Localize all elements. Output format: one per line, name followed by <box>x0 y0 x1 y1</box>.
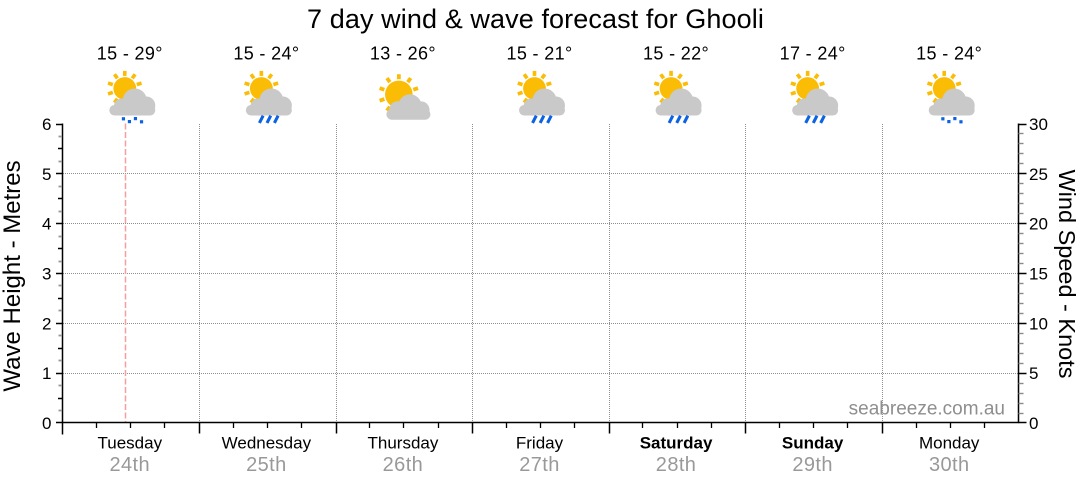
svg-text:29th: 29th <box>792 454 833 476</box>
svg-text:2: 2 <box>42 314 51 333</box>
svg-text:0: 0 <box>42 414 51 433</box>
svg-text:10: 10 <box>1029 314 1048 333</box>
svg-text:1: 1 <box>42 364 51 383</box>
svg-text:30: 30 <box>1029 115 1048 134</box>
svg-text:5: 5 <box>1029 364 1038 383</box>
svg-text:0: 0 <box>1029 414 1038 433</box>
svg-text:15 - 24°: 15 - 24° <box>233 44 299 64</box>
svg-text:15 - 21°: 15 - 21° <box>506 44 572 64</box>
svg-text:3: 3 <box>42 265 51 284</box>
svg-text:Friday: Friday <box>516 434 564 453</box>
svg-text:6: 6 <box>42 115 51 134</box>
svg-text:30th: 30th <box>929 454 970 476</box>
svg-text:25: 25 <box>1029 165 1048 184</box>
svg-text:Monday: Monday <box>919 434 980 453</box>
svg-text:4: 4 <box>42 215 51 234</box>
svg-text:7 day wind & wave forecast for: 7 day wind & wave forecast for Ghooli <box>307 4 764 34</box>
svg-text:seabreeze.com.au: seabreeze.com.au <box>849 399 1005 420</box>
svg-text:15 - 22°: 15 - 22° <box>643 44 709 64</box>
svg-text:Wave Height - Metres: Wave Height - Metres <box>0 160 26 391</box>
svg-text:20: 20 <box>1029 215 1048 234</box>
svg-text:24th: 24th <box>110 454 151 476</box>
svg-text:25th: 25th <box>246 454 287 476</box>
svg-text:Saturday: Saturday <box>640 434 713 453</box>
svg-text:Tuesday: Tuesday <box>98 434 163 453</box>
svg-text:17 - 24°: 17 - 24° <box>780 44 846 64</box>
svg-text:15 - 24°: 15 - 24° <box>916 44 982 64</box>
svg-text:26th: 26th <box>383 454 424 476</box>
svg-text:Wednesday: Wednesday <box>222 434 312 453</box>
svg-text:Thursday: Thursday <box>367 434 438 453</box>
svg-text:5: 5 <box>42 165 51 184</box>
svg-text:15: 15 <box>1029 265 1048 284</box>
svg-text:13 - 26°: 13 - 26° <box>370 44 436 64</box>
svg-text:27th: 27th <box>519 454 560 476</box>
svg-text:Wind Speed - Knots: Wind Speed - Knots <box>1054 170 1080 379</box>
svg-text:Sunday: Sunday <box>782 434 844 453</box>
svg-text:15 - 29°: 15 - 29° <box>97 44 163 64</box>
svg-text:28th: 28th <box>656 454 697 476</box>
